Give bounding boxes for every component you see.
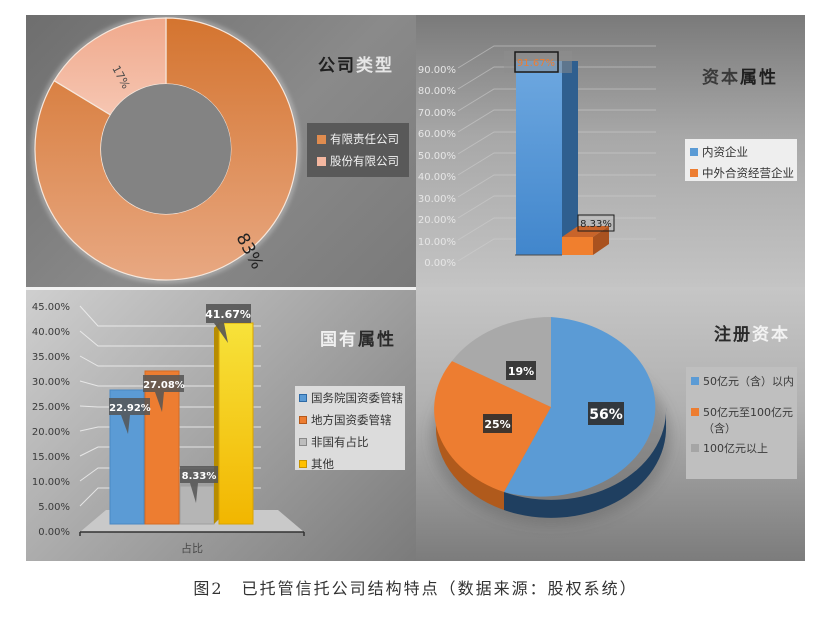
legend-swatch-icon (690, 148, 698, 156)
legend-item-non-state: 非国有占比 (299, 434, 405, 450)
legend-swatch-icon (299, 394, 307, 402)
bar-label-8-33: 8.33% (580, 219, 612, 230)
pie-slice-over-100 (452, 316, 551, 407)
pie-slice-under-50 (504, 317, 656, 497)
svg-text:90.00%: 90.00% (418, 65, 456, 76)
y-axis-ticks: 45.00% 40.00% 35.00% 30.00% 25.00% 20.00… (32, 302, 70, 538)
registered-capital-title: 注册资本 (714, 325, 790, 345)
registered-capital-legend: 50亿元（含）以内 50亿元至100亿元 （含） 100亿元以上 (686, 367, 797, 479)
svg-text:10.00%: 10.00% (32, 477, 70, 488)
svg-text:60.00%: 60.00% (418, 129, 456, 140)
svg-text:40.00%: 40.00% (418, 172, 456, 183)
svg-text:45.00%: 45.00% (32, 302, 70, 313)
svg-text:41.67%: 41.67% (205, 308, 251, 321)
callout-22-92: 22.92% (109, 398, 151, 434)
legend-swatch-icon (299, 416, 307, 424)
doughnut-slice-joint-stock (53, 17, 167, 116)
legend-item-over-100: 100亿元以上 (691, 440, 797, 456)
svg-text:50.00%: 50.00% (418, 151, 456, 162)
svg-text:8.33%: 8.33% (182, 471, 217, 482)
registered-capital-chart-panel: 56% 25% 19% 注册资本 50亿元（含）以内 50亿元至100亿元 （含… (416, 287, 805, 561)
svg-text:10.00%: 10.00% (418, 237, 456, 248)
svg-text:20.00%: 20.00% (418, 215, 456, 226)
pie-label-19: 19% (506, 361, 536, 380)
pie-side-orange (435, 407, 504, 510)
state-owned-title: 国有属性 (320, 330, 396, 350)
legend-item-50-to-100-cont: （含） (703, 422, 736, 435)
pie-label-56: 56% (588, 402, 624, 425)
bar-domestic (515, 61, 578, 256)
svg-text:70.00%: 70.00% (418, 108, 456, 119)
gridlines (79, 305, 261, 507)
legend-item-other: 其他 (299, 456, 405, 472)
svg-text:30.00%: 30.00% (32, 377, 70, 388)
legend-swatch-icon (317, 156, 326, 166)
legend-item-joint-stock: 股份有限公司 (317, 153, 403, 169)
legend-item-limited-liability: 有限责任公司 (317, 131, 403, 147)
legend-swatch-icon (691, 444, 699, 452)
svg-text:0.00%: 0.00% (424, 258, 456, 269)
legend-item-under-50: 50亿元（含）以内 (691, 373, 797, 389)
svg-text:5.00%: 5.00% (38, 502, 70, 513)
callout-41-67: 41.67% (205, 304, 251, 343)
svg-text:80.00%: 80.00% (418, 86, 456, 97)
legend-swatch-icon (299, 438, 307, 446)
svg-text:25.00%: 25.00% (32, 402, 70, 413)
svg-text:35.00%: 35.00% (32, 352, 70, 363)
svg-text:25%: 25% (484, 418, 510, 431)
capital-attribute-bar-chart: 90.00% 80.00% 70.00% 60.00% 50.00% 40.00… (418, 45, 656, 269)
legend-item-50-to-100: 50亿元至100亿元 (691, 404, 797, 420)
pie-side-blue (504, 407, 667, 518)
svg-text:19%: 19% (508, 365, 534, 378)
legend-item-local-sasac: 地方国资委管辖 (299, 412, 405, 428)
svg-text:22.92%: 22.92% (109, 403, 151, 414)
capital-attribute-chart-panel: 90.00% 80.00% 70.00% 60.00% 50.00% 40.00… (416, 15, 805, 287)
company-type-chart-panel: 83% 17% 公司类型 有限责任公司 股份有限公司 (26, 15, 416, 287)
legend-swatch-icon (299, 460, 307, 468)
state-owned-bar-chart: 45.00% 40.00% 35.00% 30.00% 25.00% 20.00… (32, 302, 305, 555)
callout-8-33: 8.33% (180, 466, 218, 503)
company-type-doughnut: 83% 17% (32, 15, 300, 283)
state-owned-legend: 国务院国资委管辖 地方国资委管辖 非国有占比 其他 (295, 386, 405, 472)
company-type-legend: 有限责任公司 股份有限公司 (307, 123, 409, 177)
legend-item-joint-venture: 中外合资经营企业 (690, 165, 797, 181)
pie-label-25: 25% (483, 414, 512, 433)
svg-text:0.00%: 0.00% (38, 527, 70, 538)
svg-text:15.00%: 15.00% (32, 452, 70, 463)
legend-swatch-icon (691, 408, 699, 416)
legend-item-state-council: 国务院国资委管辖 (299, 390, 405, 406)
capital-attribute-legend: 内资企业 中外合资经营企业 (685, 139, 797, 181)
legend-swatch-icon (690, 169, 698, 177)
figure-caption: 图2 已托管信托公司结构特点（数据来源：股权系统） (193, 579, 638, 598)
callout-27-08: 27.08% (143, 375, 185, 412)
y-axis-ticks: 90.00% 80.00% 70.00% 60.00% 50.00% 40.00… (418, 65, 456, 269)
svg-text:20.00%: 20.00% (32, 427, 70, 438)
svg-text:30.00%: 30.00% (418, 194, 456, 205)
legend-swatch-icon (317, 134, 326, 144)
bar-label-91-67: 91.67% (517, 58, 555, 69)
capital-attribute-title: 资本属性 (702, 68, 778, 88)
x-axis-label: 占比 (181, 541, 203, 555)
svg-text:40.00%: 40.00% (32, 327, 70, 338)
registered-capital-pie: 56% 25% 19% (431, 316, 671, 525)
company-type-title: 公司类型 (318, 56, 394, 76)
legend-item-domestic: 内资企业 (690, 144, 797, 160)
svg-text:27.08%: 27.08% (143, 380, 185, 391)
legend-swatch-icon (691, 377, 699, 385)
svg-text:56%: 56% (589, 407, 623, 423)
bar-other (218, 322, 254, 525)
state-owned-chart-panel: 45.00% 40.00% 35.00% 30.00% 25.00% 20.00… (26, 287, 416, 561)
